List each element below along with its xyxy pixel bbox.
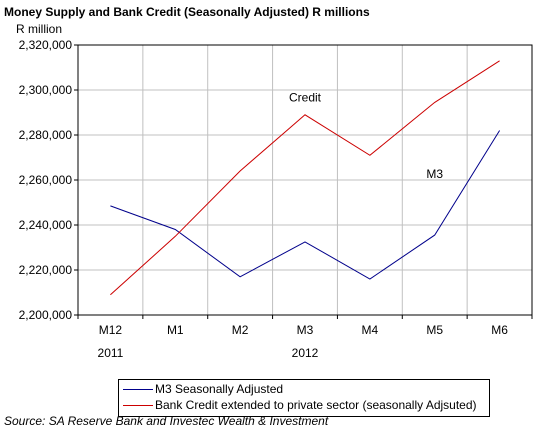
chart-title: Money Supply and Bank Credit (Seasonally…: [4, 5, 370, 19]
source-note: Source: SA Reserve Bank and Investec Wea…: [4, 414, 329, 428]
y-tick-label: 2,260,000: [19, 173, 73, 187]
y-axis-unit-label: R million: [16, 22, 63, 36]
x-tick-label: M1: [167, 323, 184, 337]
y-tick-label: 2,300,000: [19, 83, 73, 97]
legend-item-m3: M3 Seasonally Adjusted: [119, 382, 489, 398]
series-line-m3: [110, 130, 501, 280]
legend-item-bank-credit: Bank Credit extended to private sector (…: [119, 398, 489, 414]
chart-legend: M3 Seasonally Adjusted Bank Credit exten…: [118, 379, 490, 417]
y-tick-label: 2,220,000: [19, 263, 73, 277]
x-tick-label: M2: [232, 323, 249, 337]
legend-swatch-bank-credit: [123, 405, 153, 406]
x-tick-label: M4: [362, 323, 379, 337]
annotation-credit: Credit: [289, 90, 322, 104]
plot-frame: [77, 44, 533, 316]
x-tick-label: M5: [426, 323, 443, 337]
x-tick-label: M12: [99, 323, 123, 337]
y-tick-label: 2,280,000: [19, 128, 73, 142]
annotation-m3: M3: [426, 167, 443, 181]
line-chart: 2,200,000 2,220,000 2,240,000 2,260,000 2,28…: [19, 38, 533, 360]
series-line-bank-credit: [110, 60, 500, 296]
legend-label-bank-credit: Bank Credit extended to private sector (…: [155, 398, 477, 412]
y-tick-label: 2,240,000: [19, 218, 73, 232]
legend-label-m3: M3 Seasonally Adjusted: [155, 382, 284, 396]
x-year-label: 2012: [292, 346, 319, 360]
x-year-label: 2011: [98, 346, 124, 360]
y-tick-label: 2,200,000: [19, 308, 73, 322]
y-tick-label: 2,320,000: [19, 38, 73, 52]
x-tick-label: M6: [491, 323, 508, 337]
x-tick-label: M3: [297, 323, 314, 337]
legend-swatch-m3: [123, 389, 153, 390]
